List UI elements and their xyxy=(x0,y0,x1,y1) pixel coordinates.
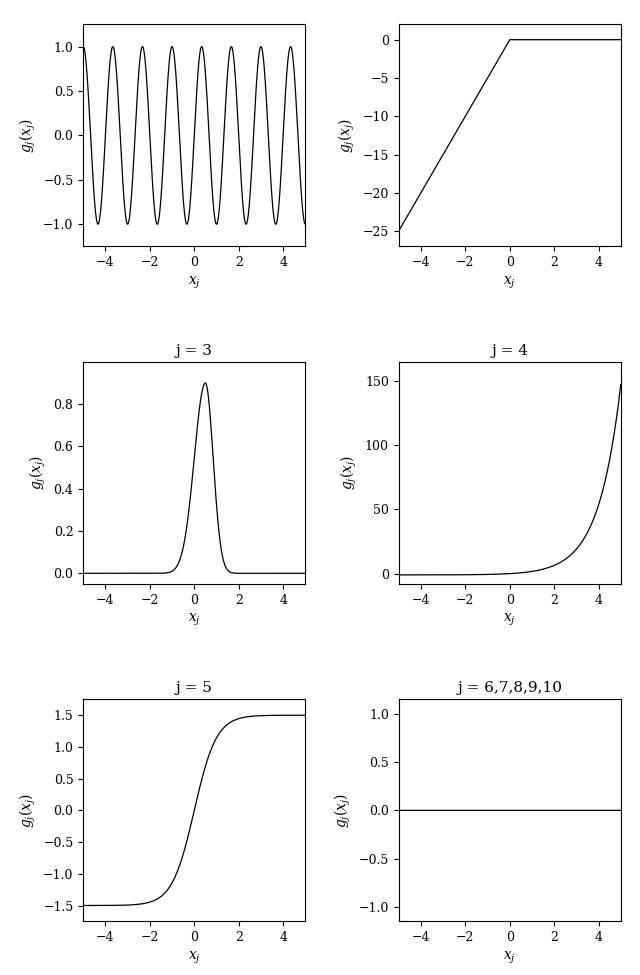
Title: j = 5: j = 5 xyxy=(176,682,212,695)
Y-axis label: $g_j(x_j)$: $g_j(x_j)$ xyxy=(333,793,353,828)
X-axis label: $x_j$: $x_j$ xyxy=(504,612,516,629)
Y-axis label: $g_j(x_j)$: $g_j(x_j)$ xyxy=(339,455,360,490)
X-axis label: $x_j$: $x_j$ xyxy=(504,275,516,291)
X-axis label: $x_j$: $x_j$ xyxy=(188,612,200,629)
X-axis label: $x_j$: $x_j$ xyxy=(188,950,200,966)
Y-axis label: $g_j(x_j)$: $g_j(x_j)$ xyxy=(337,118,357,153)
Title: j = 6,7,8,9,10: j = 6,7,8,9,10 xyxy=(457,682,562,695)
Y-axis label: $g_j(x_j)$: $g_j(x_j)$ xyxy=(17,118,38,153)
Y-axis label: $g_j(x_j)$: $g_j(x_j)$ xyxy=(17,793,38,828)
X-axis label: $x_j$: $x_j$ xyxy=(504,950,516,966)
Title: j = 4: j = 4 xyxy=(492,344,528,358)
Y-axis label: $g_j(x_j)$: $g_j(x_j)$ xyxy=(28,455,48,490)
X-axis label: $x_j$: $x_j$ xyxy=(188,275,200,291)
Title: j = 3: j = 3 xyxy=(176,344,212,358)
